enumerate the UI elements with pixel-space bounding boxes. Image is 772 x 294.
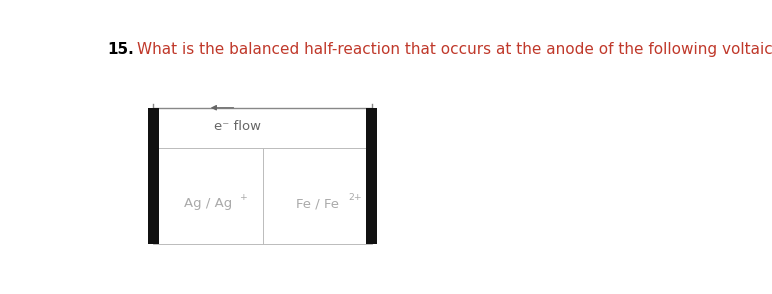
Bar — [148, 108, 159, 243]
Text: What is the balanced half-reaction that occurs at the anode of the following vol: What is the balanced half-reaction that … — [137, 42, 772, 57]
Bar — [367, 108, 377, 243]
Text: +: + — [239, 193, 247, 203]
Bar — [154, 148, 372, 243]
Text: 2+: 2+ — [348, 193, 362, 203]
Text: 15.: 15. — [107, 42, 134, 57]
Text: e⁻ flow: e⁻ flow — [215, 120, 262, 133]
Text: Ag / Ag: Ag / Ag — [184, 197, 232, 210]
Text: Fe / Fe: Fe / Fe — [296, 197, 339, 210]
